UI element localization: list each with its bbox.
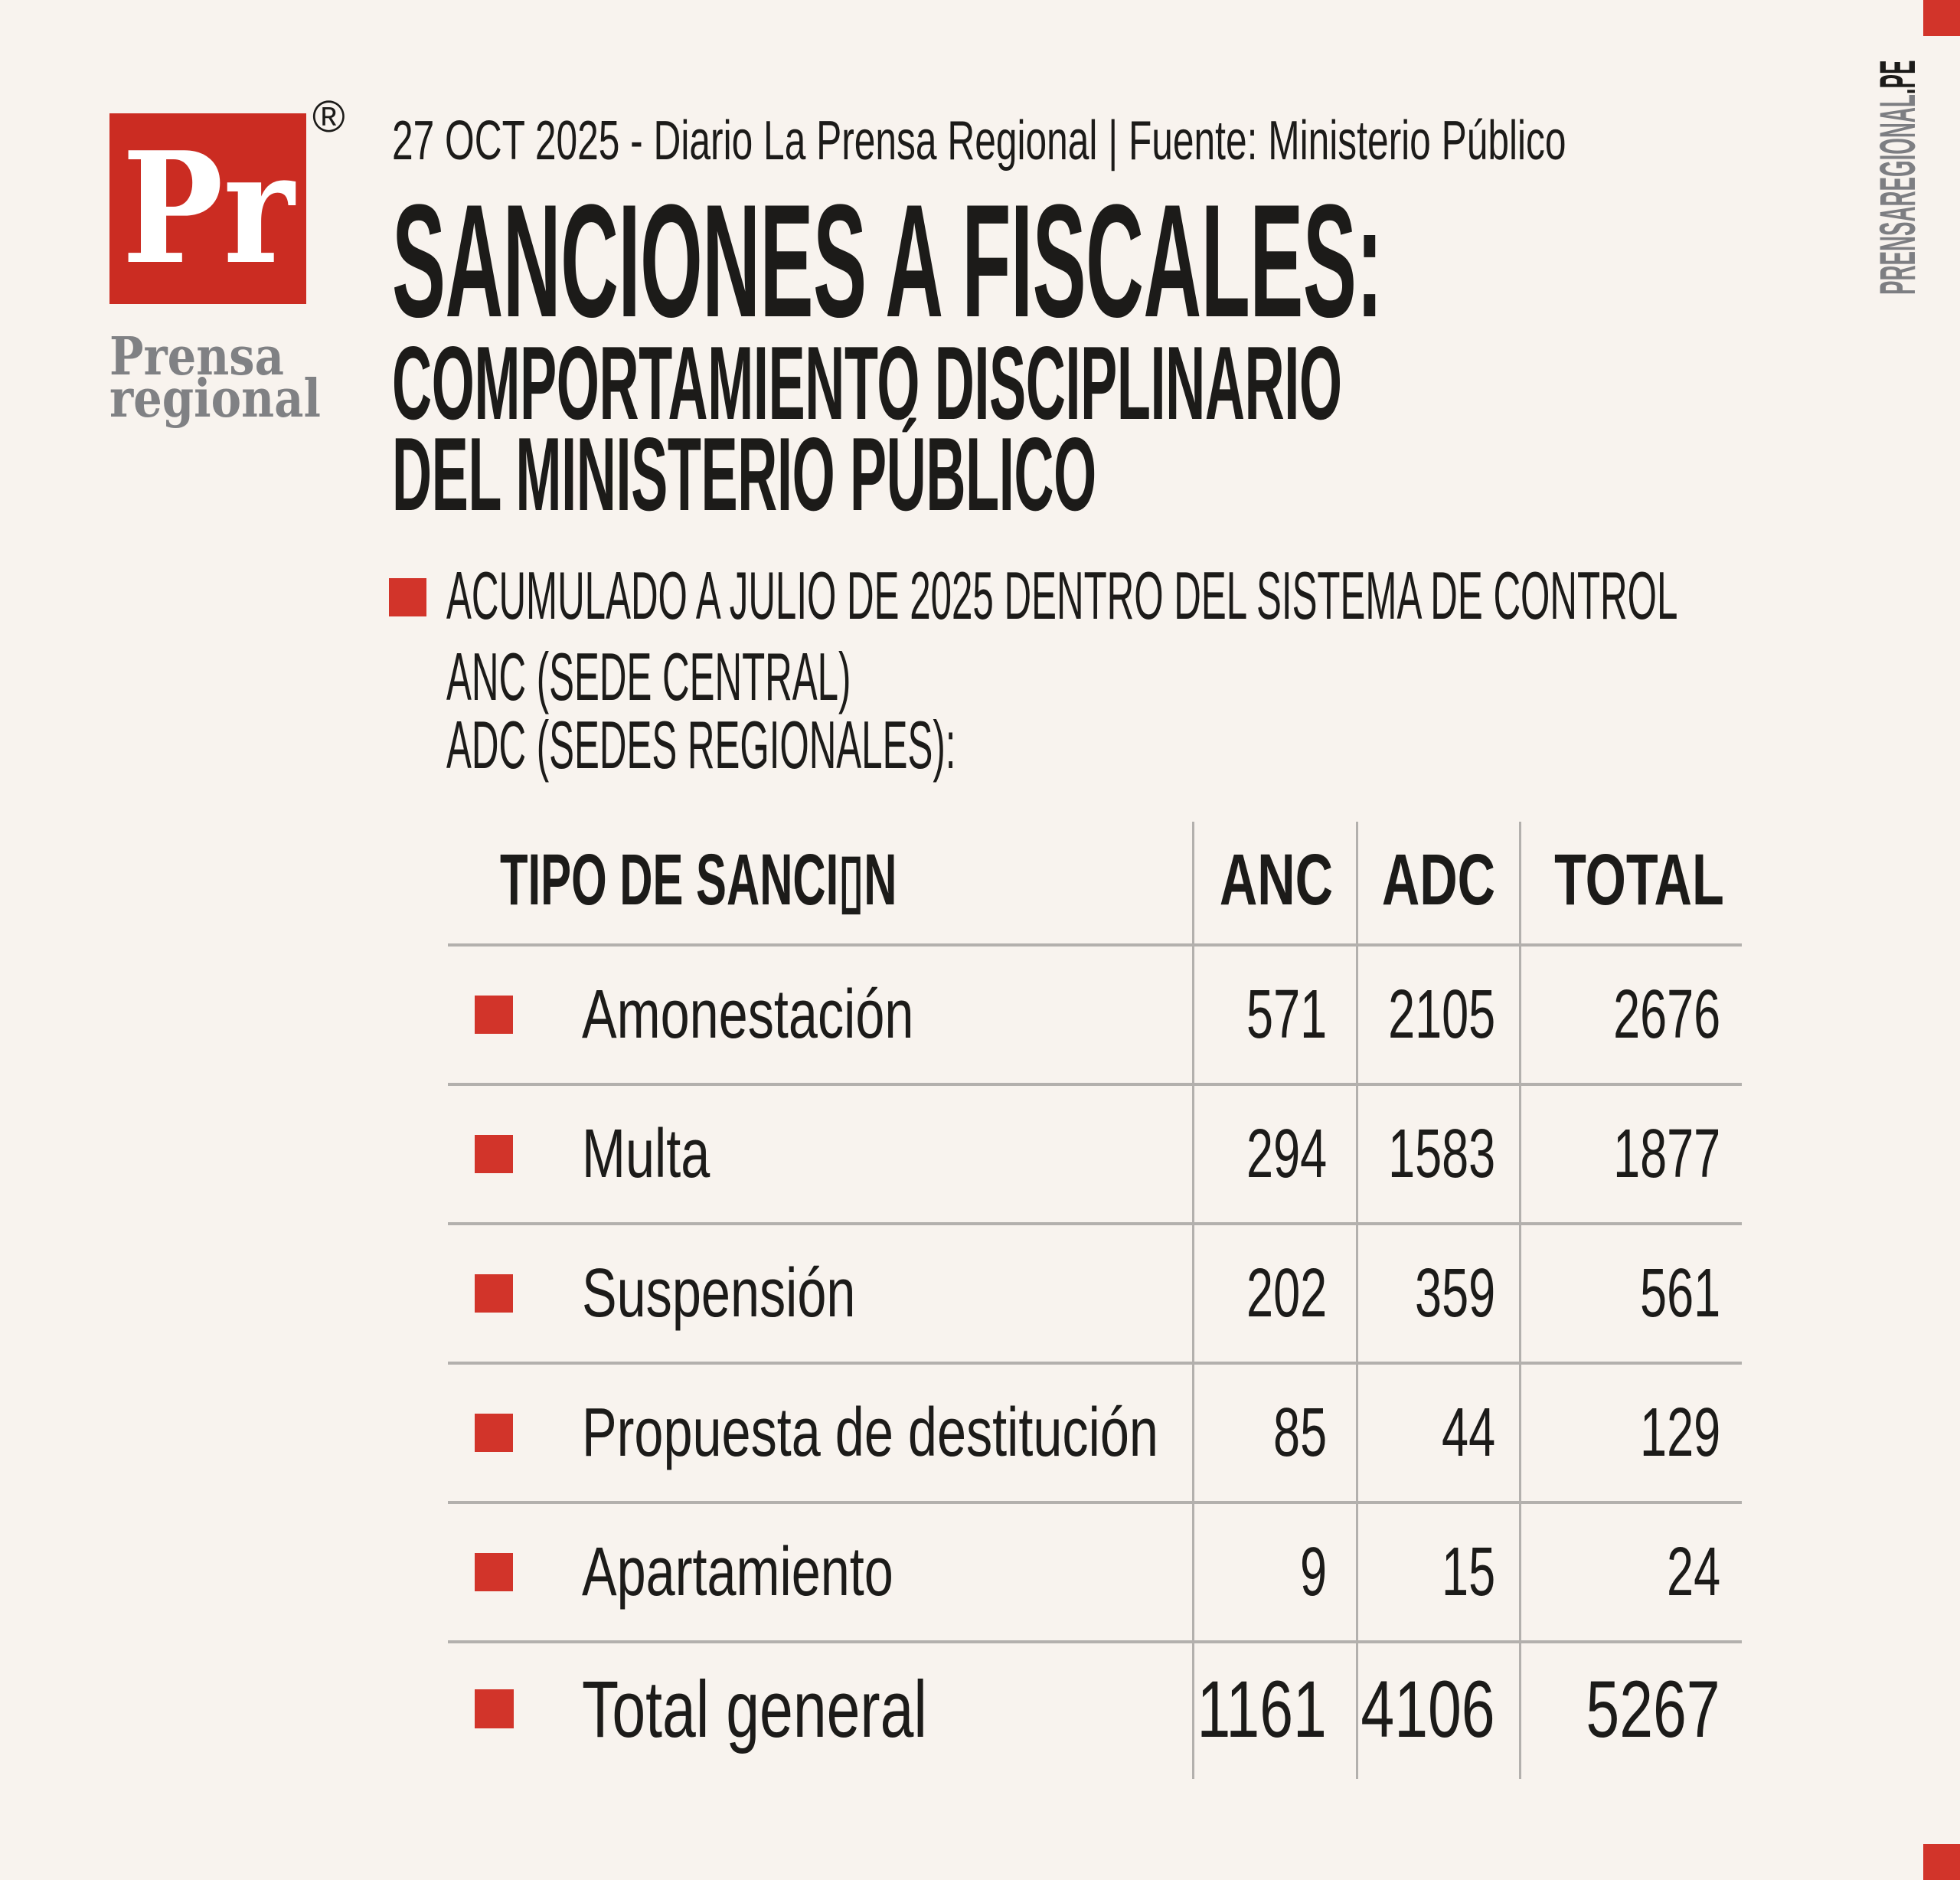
headline-line1: SANCIONES A FISCALES: (392, 171, 1383, 351)
subtitle-line2: ANC (SEDE CENTRAL) (446, 639, 851, 714)
cell-anc: 9 (1299, 1534, 1327, 1610)
row-label: Suspensión (582, 1255, 856, 1332)
row-bullet-icon (475, 1414, 513, 1452)
table-row-propuesta-destitucion: Propuesta de destitución 85 44 129 (0, 1365, 1960, 1501)
row-bullet-icon (475, 1135, 513, 1173)
table-grid-vline-2 (1356, 822, 1358, 1779)
cell-adc: 2105 (1387, 976, 1495, 1053)
registered-trademark-icon: ® (312, 92, 345, 142)
cell-total: 5267 (1586, 1664, 1720, 1754)
table-grid-hline-4 (448, 1501, 1742, 1504)
table-grid-hline-5 (448, 1640, 1742, 1643)
row-bullet-icon (475, 996, 513, 1034)
table-grid-vline-1 (1192, 822, 1194, 1779)
row-label: Apartamiento (582, 1534, 893, 1610)
cell-total: 24 (1666, 1534, 1720, 1610)
row-bullet-icon (475, 1274, 513, 1313)
table-row-suspension: Suspensión 202 359 561 (0, 1225, 1960, 1362)
column-header-anc: ANC (1219, 839, 1334, 920)
table-grid-vline-3 (1519, 822, 1521, 1779)
table-grid-hline-header (448, 943, 1742, 947)
cell-anc: 294 (1246, 1116, 1327, 1192)
logo: Pr (109, 113, 306, 304)
table-grid-hline-2 (448, 1222, 1742, 1225)
logo-wordmark-line2: regional (109, 368, 321, 430)
row-bullet-icon (475, 1553, 513, 1591)
cell-total: 1877 (1612, 1116, 1720, 1192)
cell-adc: 4106 (1361, 1664, 1495, 1754)
headline-line2: COMPORTAMIENTO DISCIPLINARIO (392, 325, 1342, 441)
logo-wordmark-line1: Prensa (109, 326, 284, 387)
table-grid-hline-1 (448, 1083, 1742, 1086)
logo-monogram: Pr (121, 118, 295, 299)
row-label: Multa (582, 1116, 710, 1192)
dateline: 27 OCT 2025 - Diario La Prensa Regional … (392, 110, 1566, 172)
cell-adc: 15 (1441, 1534, 1495, 1610)
cell-adc: 359 (1414, 1255, 1495, 1332)
headline-line3: DEL MINISTERIO PÚBLICO (392, 416, 1096, 532)
cell-total: 2676 (1612, 976, 1720, 1053)
cell-anc: 1161 (1197, 1664, 1327, 1754)
table-grid-hline-3 (448, 1362, 1742, 1365)
table-row-apartamiento: Apartamiento 9 15 24 (0, 1504, 1960, 1640)
site-url-tld: .PE (1869, 60, 1926, 95)
cell-adc: 1583 (1387, 1116, 1495, 1192)
cell-total: 129 (1639, 1394, 1720, 1471)
row-label: Total general (582, 1664, 927, 1754)
row-label: Amonestación (582, 976, 914, 1053)
cell-total: 561 (1639, 1255, 1720, 1332)
column-header-tipo-de-sancion: TIPO DE SANCI▯N (500, 839, 897, 920)
column-header-adc: ADC (1381, 839, 1496, 920)
table-row-multa: Multa 294 1583 1877 (0, 1086, 1960, 1222)
row-bullet-icon (475, 1689, 514, 1728)
subtitle-line1: ACUMULADO A JULIO DE 2025 DENTRO DEL SIS… (446, 557, 1678, 633)
column-header-total: TOTAL (1554, 839, 1724, 920)
cell-adc: 44 (1441, 1394, 1495, 1471)
table-row-total-general: Total general 1161 4106 5267 (0, 1643, 1960, 1775)
subtitle-line3: ADC (SEDES REGIONALES): (446, 707, 956, 783)
row-label: Propuesta de destitución (582, 1394, 1158, 1471)
table-row-amonestacion: Amonestación 571 2105 2676 (0, 947, 1960, 1083)
cell-anc: 85 (1272, 1394, 1327, 1471)
corner-accent-bottom (1923, 1844, 1960, 1880)
cell-anc: 571 (1246, 976, 1327, 1053)
subtitle-bullet-icon (389, 578, 426, 616)
cell-anc: 202 (1246, 1255, 1327, 1332)
corner-accent-top (1923, 0, 1960, 36)
